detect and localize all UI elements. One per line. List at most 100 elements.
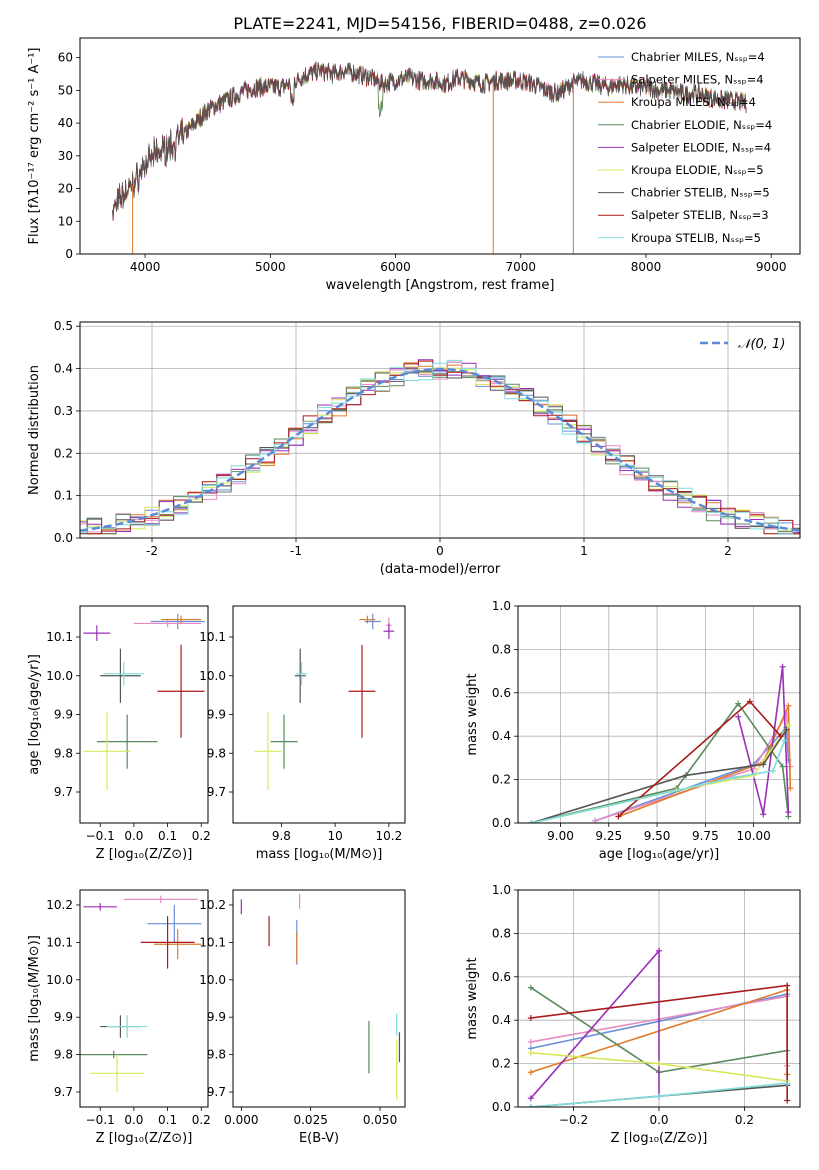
x-tick-label: 0.2 — [735, 1113, 754, 1127]
age_vs_mass-axes-frame — [232, 605, 406, 824]
x-tick-label: 4000 — [130, 260, 161, 274]
mass_vs_ebv-panel: 0.000 0.025 0.050 9.7 9.8 9.9 10.0 10.1 10.2 E(B-… — [199, 889, 406, 1146]
y-tick-label: 10.1 — [46, 630, 73, 644]
weight-marker — [527, 1038, 534, 1045]
y-tick-label: 0 — [65, 247, 73, 261]
x-tick-label: 2 — [724, 544, 732, 558]
y-tick-label: 0.6 — [492, 686, 511, 700]
y-tick-label: 10.1 — [199, 935, 226, 949]
x-axis-label: (data-model)/error — [380, 562, 501, 577]
weight_vs_age-panel: 9.00 9.25 9.50 9.75 10.00 0.0 0.2 0.4 0.6 0.8 1.0 a… — [465, 599, 801, 862]
error-bar-point — [123, 895, 198, 904]
spectrum-plot-area — [112, 61, 747, 254]
x-tick-label: 0 — [436, 544, 444, 558]
y-tick-label: 9.7 — [207, 785, 226, 799]
y-tick-label: 10.0 — [199, 669, 226, 683]
y-tick-label: 0.8 — [492, 642, 511, 656]
weight-marker — [784, 1097, 791, 1104]
error-bar-point — [140, 916, 195, 969]
weight-series-line — [531, 740, 786, 823]
age_vs_mass-panel: 9.8 10 10.2 9.7 9.8 9.9 10.0 10.1 mass [log₁₀(M/… — [199, 605, 406, 862]
y-tick-label: 0.2 — [492, 773, 511, 787]
weight_vs_age-axes-frame — [517, 605, 801, 824]
error-bar-point — [348, 644, 376, 738]
mass_vs_ebv-axes-frame — [232, 889, 406, 1108]
x-tick-label: 10.00 — [736, 829, 770, 843]
error-bar-point — [90, 1054, 144, 1093]
y-tick-label: 0.5 — [54, 319, 73, 333]
weight-marker — [527, 1104, 534, 1107]
legend-label: Chabrier ELODIE, Nₛₛₚ=4 — [631, 118, 772, 132]
histogram-step — [80, 360, 800, 535]
x-tick-label: 0.1 — [158, 1113, 177, 1127]
x-tick-label: −0.1 — [86, 1113, 115, 1127]
y-tick-label: 1.0 — [492, 883, 511, 897]
x-tick-label: 0.050 — [363, 1113, 397, 1127]
weight-marker — [527, 1015, 534, 1022]
weight_vs_age-plot-area — [518, 606, 800, 823]
y-tick-label: 0.2 — [492, 1057, 511, 1071]
y-tick-label: 0.4 — [54, 362, 73, 376]
x-tick-label: 0.2 — [192, 829, 211, 843]
weight-marker — [656, 1093, 662, 1100]
y-tick-label: 9.7 — [54, 1085, 73, 1099]
x-tick-label: 0.1 — [158, 829, 177, 843]
y-tick-label: 1.0 — [492, 599, 511, 613]
weight-marker — [735, 713, 742, 720]
error-bar-point — [83, 903, 118, 911]
weight-marker — [656, 1060, 662, 1067]
weight-marker — [787, 785, 794, 792]
y-tick-label: 50 — [58, 83, 73, 97]
x-tick-label: 6000 — [380, 260, 411, 274]
error-bar-point — [154, 929, 202, 960]
x-tick-label: 10 — [327, 829, 342, 843]
error-bar-point — [83, 625, 111, 641]
y-tick-label: 0.4 — [492, 1013, 511, 1027]
weight_vs_z-plot-area — [518, 890, 800, 1107]
y-tick-label: 20 — [58, 182, 73, 196]
y-tick-label: 30 — [58, 149, 73, 163]
y-axis-label: mass weight — [465, 957, 480, 1039]
weight-marker — [784, 982, 791, 989]
y-tick-label: 0.0 — [54, 531, 73, 545]
weight-marker — [779, 663, 786, 670]
y-tick-label: 10.2 — [46, 898, 73, 912]
x-tick-label: −0.2 — [559, 1113, 588, 1127]
y-tick-label: 9.7 — [54, 785, 73, 799]
y-tick-label: 9.9 — [207, 708, 226, 722]
y-tick-label: 10.0 — [46, 973, 73, 987]
error-bar-point — [294, 648, 306, 703]
x-tick-label: 0.0 — [649, 1113, 668, 1127]
weight-marker — [760, 761, 767, 768]
panels: 4000 5000 6000 7000 8000 90000102030405060wav… — [27, 37, 801, 1146]
weight-marker — [683, 772, 690, 779]
x-tick-label: 0.000 — [224, 1113, 258, 1127]
weight-marker — [785, 809, 792, 816]
y-tick-label: 9.8 — [54, 746, 73, 760]
weight-marker — [746, 698, 753, 705]
y-tick-label: 9.8 — [207, 746, 226, 760]
age_vs_z-panel: −0.1 0.0 0.1 0.2 9.7 9.8 9.9 10.0 10.1 Z [log₁₀(Z… — [27, 605, 211, 862]
weight-series-line — [617, 700, 782, 818]
y-tick-label: 9.9 — [54, 708, 73, 722]
x-axis-label: Z [log₁₀(Z/Z⊙)] — [611, 1131, 708, 1146]
figure-title: PLATE=2241, MJD=54156, FIBERID=0488, z=0… — [233, 14, 646, 33]
weight-marker — [779, 763, 786, 770]
error-bar-point — [296, 662, 307, 686]
x-tick-label: 0.025 — [293, 1113, 327, 1127]
x-tick-label: 9.00 — [547, 829, 574, 843]
y-tick-label: 0.1 — [54, 489, 73, 503]
weight_vs_z-axes-frame — [517, 889, 801, 1108]
legend-label: 𝒩(0, 1) — [738, 337, 785, 352]
x-tick-label: 10.2 — [376, 829, 403, 843]
y-tick-label: 10.2 — [199, 898, 226, 912]
weight-marker — [769, 767, 776, 774]
weight-marker — [781, 737, 788, 744]
weight_vs_z-panel: −0.2 0.0 0.2 0.0 0.2 0.4 0.6 0.8 1.0 Z [log₁₀(Z/Z… — [465, 883, 801, 1146]
y-tick-label: 9.7 — [207, 1085, 226, 1099]
x-tick-label: 9.8 — [272, 829, 291, 843]
weight-marker — [760, 811, 767, 818]
weight-marker — [527, 1095, 534, 1102]
error-bar-point — [103, 662, 144, 686]
error-bar-point — [96, 714, 158, 769]
